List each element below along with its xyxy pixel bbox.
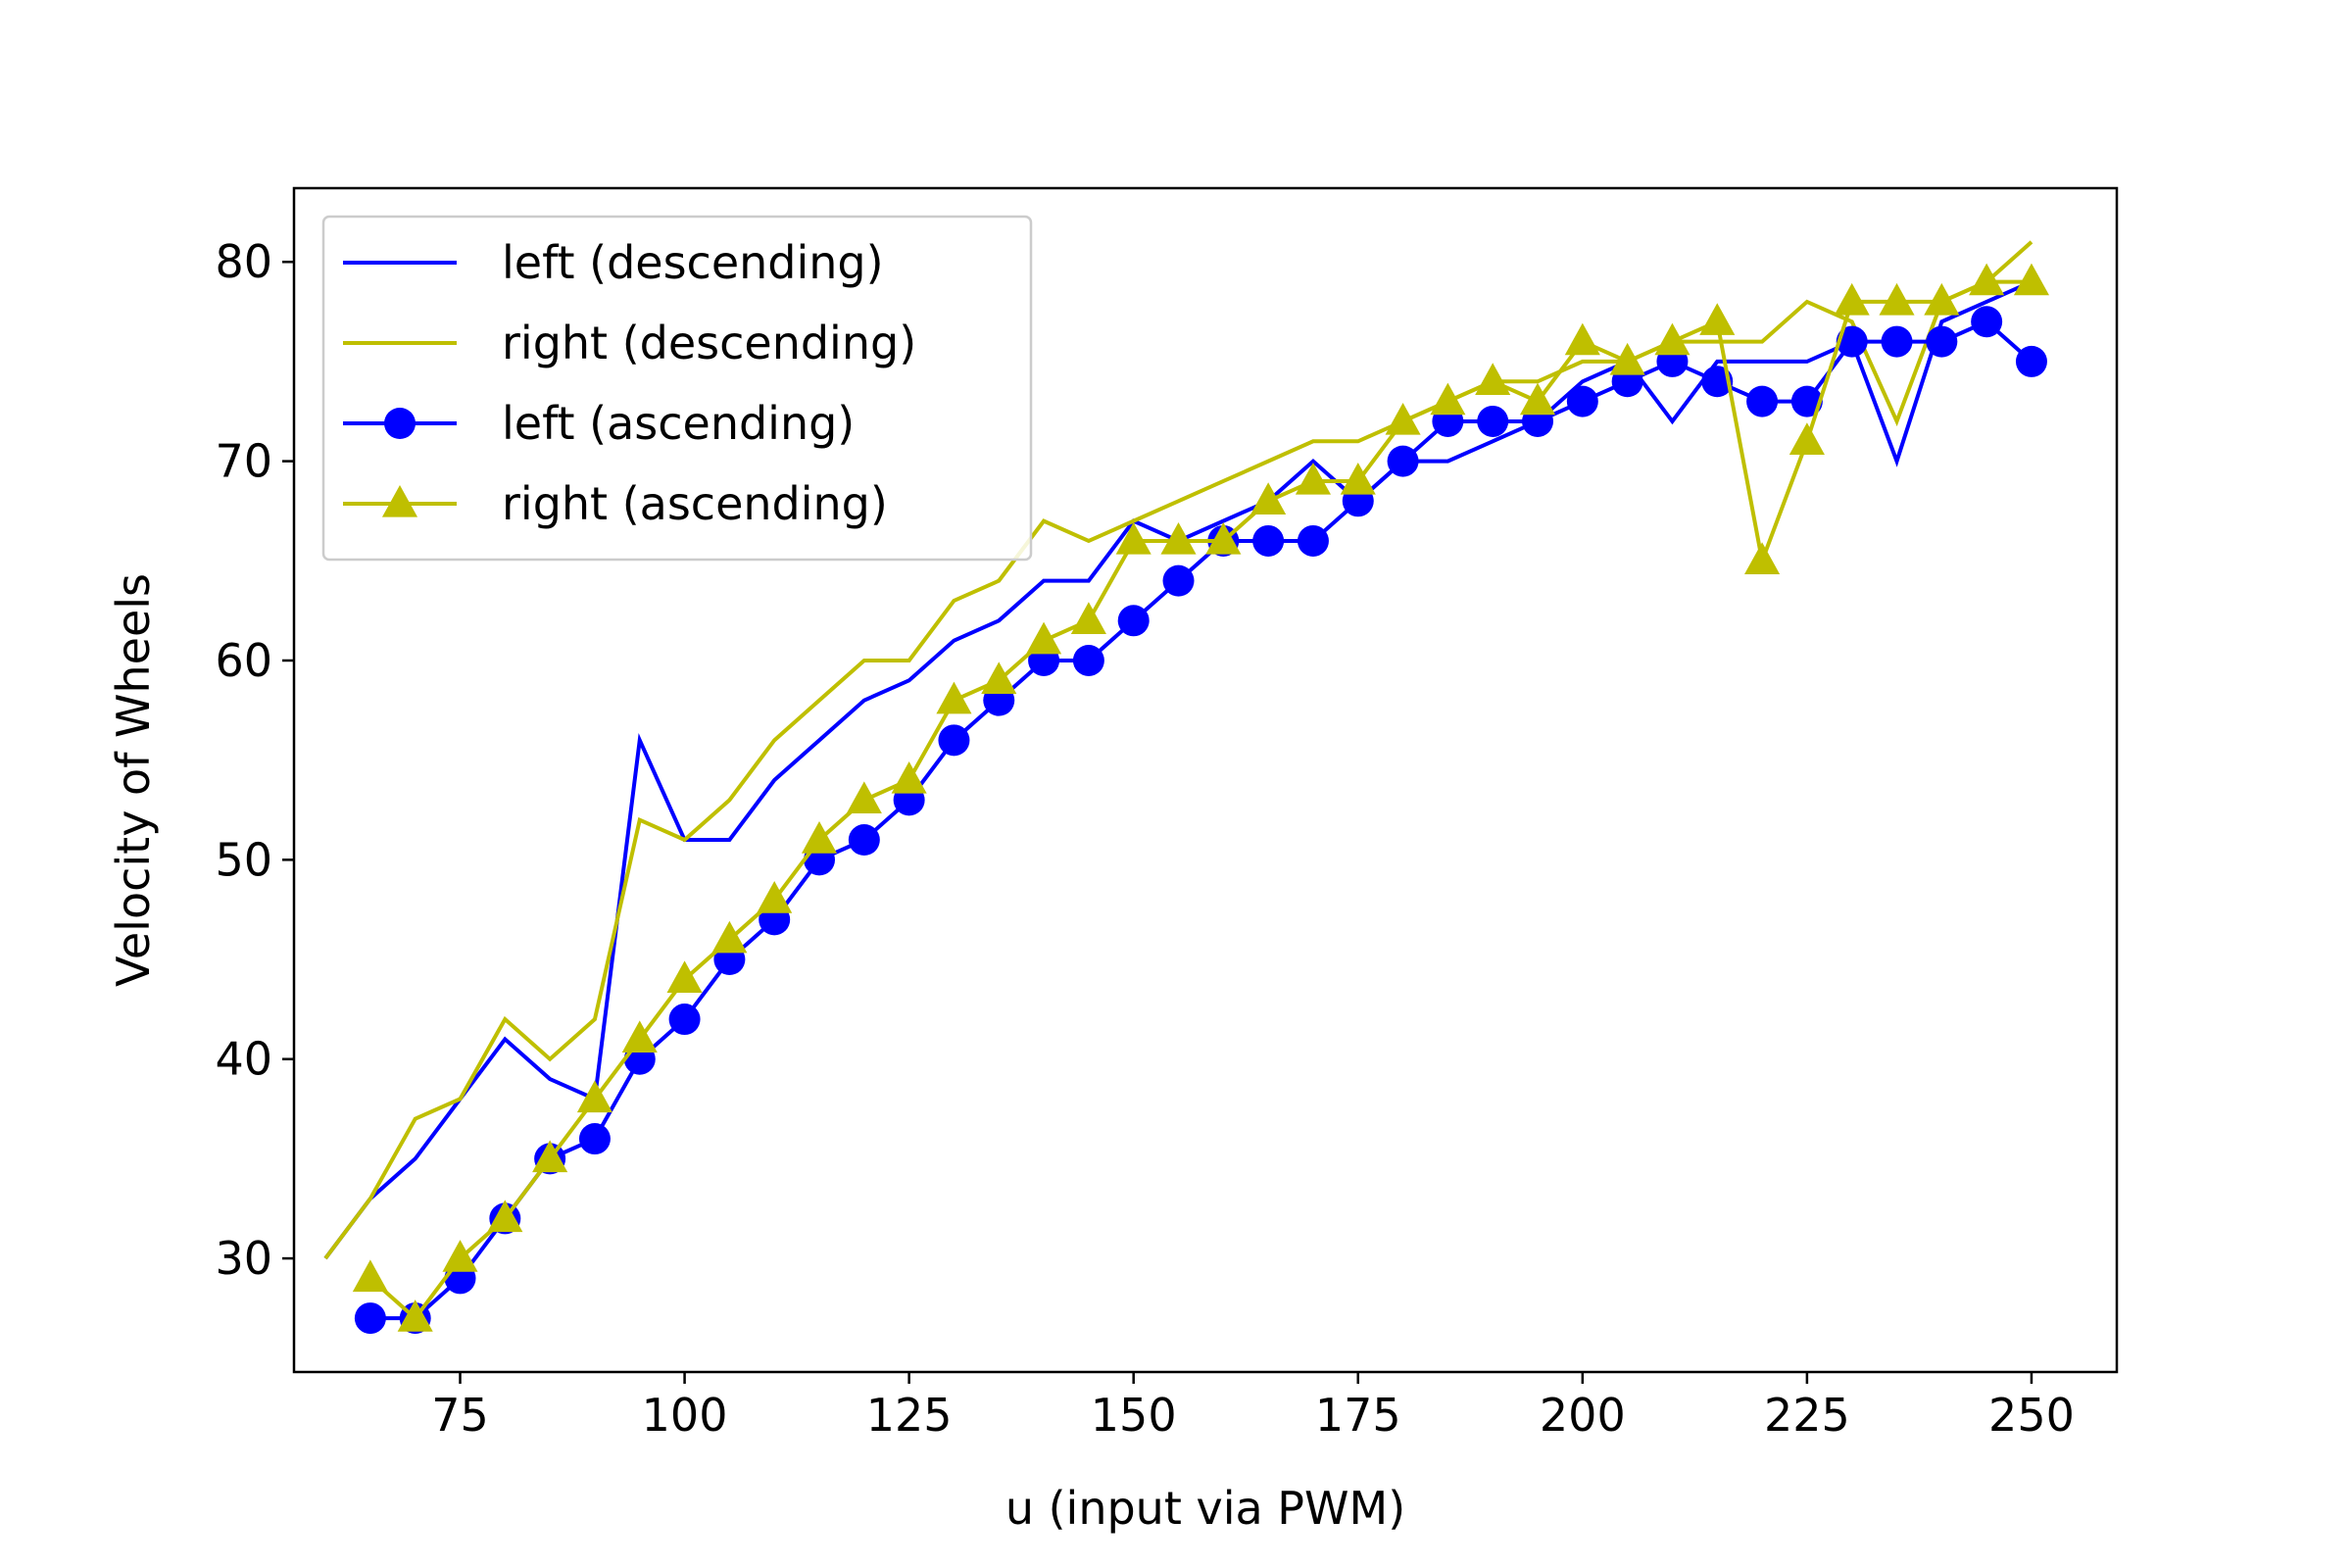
data-point-left-ascending	[848, 824, 880, 857]
data-point-right-ascending	[1744, 542, 1781, 574]
data-point-left-ascending	[1566, 385, 1598, 417]
data-point-left-ascending	[1162, 564, 1195, 597]
legend-item-left-ascending: left (ascending)	[343, 397, 855, 450]
x-tick-label: 125	[866, 1389, 953, 1442]
x-tick-label: 150	[1091, 1389, 1177, 1442]
data-point-left-ascending	[354, 1302, 386, 1335]
x-axis: 75 100 125 150 175 200 225 250	[431, 1372, 2075, 1442]
data-point-right-ascending	[442, 1240, 478, 1272]
data-point-left-ascending	[1971, 306, 2003, 338]
data-point-right-ascending	[846, 781, 882, 814]
data-point-left-ascending	[1387, 445, 1419, 477]
data-point-left-ascending	[1252, 524, 1285, 557]
data-point-left-ascending	[578, 1123, 611, 1155]
legend-label: right (descending)	[502, 317, 916, 369]
y-tick-label: 50	[215, 833, 272, 886]
data-point-right-ascending	[891, 761, 927, 794]
y-tick-label: 30	[215, 1232, 272, 1285]
series-line-right-descending	[323, 240, 2034, 1260]
y-tick-label: 60	[215, 634, 272, 687]
x-tick-label: 225	[1764, 1389, 1850, 1442]
data-point-left-ascending	[1746, 385, 1779, 417]
data-point-right-ascending	[711, 920, 748, 954]
data-point-right-ascending	[666, 960, 703, 994]
y-axis: 30 40 50 60 70 80	[215, 235, 294, 1285]
legend-marker	[384, 408, 416, 439]
legend-item-right-ascending: right (ascending)	[343, 477, 888, 530]
data-point-right-ascending	[1115, 521, 1152, 555]
legend-label: left (descending)	[502, 236, 884, 289]
data-point-right-ascending	[487, 1200, 523, 1233]
legend-marker	[381, 485, 418, 517]
y-tick-label: 80	[215, 235, 272, 288]
data-point-left-ascending	[1297, 524, 1329, 557]
data-point-right-ascending	[1699, 303, 1736, 335]
data-point-right-ascending	[1879, 282, 1915, 316]
x-tick-label: 175	[1315, 1389, 1401, 1442]
series-right-ascending	[352, 263, 2050, 1332]
legend-frame	[321, 215, 1033, 562]
data-point-right-ascending	[1519, 382, 1556, 416]
data-point-right-ascending	[1430, 382, 1466, 416]
x-tick-label: 75	[431, 1389, 489, 1442]
y-tick-label: 70	[215, 435, 272, 488]
data-point-right-ascending	[936, 681, 972, 714]
data-point-right-ascending	[397, 1299, 433, 1332]
data-point-left-ascending	[2015, 345, 2047, 377]
data-point-right-ascending	[1654, 322, 1690, 356]
data-point-right-ascending	[1205, 521, 1242, 555]
data-point-left-ascending	[1881, 325, 1913, 358]
data-point-right-ascending	[352, 1259, 388, 1293]
data-point-right-ascending	[1924, 282, 1960, 316]
data-point-left-ascending	[1477, 405, 1509, 437]
data-point-right-ascending	[1070, 602, 1106, 634]
data-point-left-ascending	[1926, 325, 1958, 358]
series-right-descending	[323, 240, 2034, 1260]
data-point-right-ascending	[621, 1020, 658, 1054]
x-tick-label: 200	[1540, 1389, 1626, 1442]
data-point-right-ascending	[1385, 402, 1421, 435]
data-point-left-ascending	[1072, 644, 1104, 676]
plot-frame	[292, 186, 2119, 1374]
data-point-right-ascending	[1834, 282, 1870, 316]
data-point-right-ascending	[1026, 621, 1062, 655]
data-point-right-ascending	[801, 821, 838, 854]
y-tick-label: 40	[215, 1033, 272, 1086]
data-point-right-ascending	[1609, 342, 1645, 375]
data-point-right-ascending	[757, 881, 793, 913]
data-point-right-ascending	[2013, 263, 2050, 296]
legend: left (descending) right (descending) left …	[321, 215, 1033, 562]
series-line-right-ascending	[368, 279, 2032, 1322]
data-point-right-ascending	[981, 662, 1017, 694]
x-tick-label: 100	[642, 1389, 728, 1442]
data-point-right-ascending	[1564, 322, 1600, 356]
data-point-left-ascending	[1790, 385, 1823, 417]
data-point-right-ascending	[1160, 521, 1197, 555]
data-point-right-ascending	[576, 1080, 612, 1113]
legend-label: left (ascending)	[502, 397, 855, 450]
x-tick-label: 250	[1988, 1389, 2075, 1442]
data-point-right-ascending	[1475, 363, 1511, 395]
data-point-left-ascending	[668, 1004, 701, 1036]
data-point-right-ascending	[1340, 462, 1376, 495]
legend-item-right-descending: right (descending)	[343, 317, 916, 369]
data-point-left-ascending	[1117, 605, 1150, 637]
y-axis-label: Velocity of Wheels	[107, 573, 160, 987]
data-point-left-ascending	[1836, 325, 1868, 358]
data-point-right-ascending	[1969, 263, 2005, 296]
data-point-left-ascending	[938, 724, 970, 757]
data-point-right-ascending	[1250, 482, 1287, 514]
legend-item-left-descending: left (descending)	[343, 236, 884, 289]
legend-label: right (ascending)	[502, 477, 888, 530]
series-layer	[323, 240, 2050, 1335]
data-point-right-ascending	[1295, 462, 1332, 495]
data-point-right-ascending	[1788, 422, 1825, 455]
x-axis-label: u (input via PWM)	[1005, 1482, 1405, 1535]
data-point-right-ascending	[532, 1140, 568, 1173]
